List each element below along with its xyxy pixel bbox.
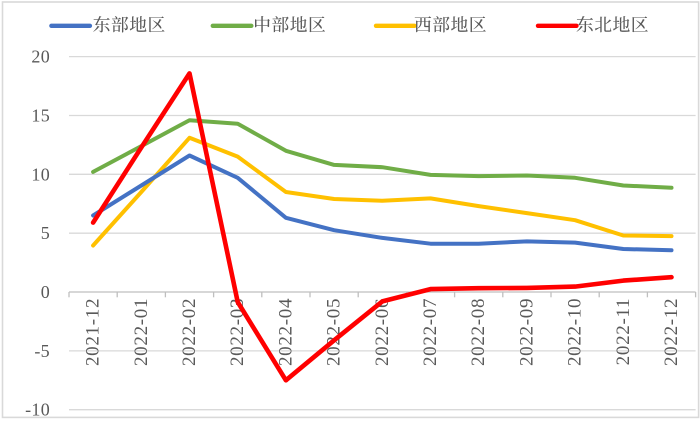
svg-text:-10: -10 <box>25 400 50 420</box>
svg-text:2022-08: 2022-08 <box>468 298 489 366</box>
svg-text:2022-04: 2022-04 <box>275 298 296 366</box>
svg-text:2022-10: 2022-10 <box>565 298 586 366</box>
svg-text:2022-05: 2022-05 <box>324 298 345 366</box>
svg-text:2022-03: 2022-03 <box>227 298 248 366</box>
svg-text:20: 20 <box>31 47 50 67</box>
svg-text:2021-12: 2021-12 <box>83 298 104 366</box>
svg-text:-5: -5 <box>34 341 50 361</box>
svg-text:2022-07: 2022-07 <box>420 298 441 366</box>
svg-text:2022-09: 2022-09 <box>516 298 537 366</box>
svg-text:2022-01: 2022-01 <box>131 298 152 366</box>
svg-text:2022-11: 2022-11 <box>613 298 634 366</box>
svg-text:10: 10 <box>31 164 50 184</box>
svg-text:15: 15 <box>31 106 50 126</box>
svg-text:2022-06: 2022-06 <box>372 298 393 366</box>
svg-text:5: 5 <box>41 223 50 243</box>
svg-text:2022-12: 2022-12 <box>661 298 682 366</box>
svg-text:2022-02: 2022-02 <box>179 298 200 366</box>
svg-text:0: 0 <box>41 282 50 302</box>
